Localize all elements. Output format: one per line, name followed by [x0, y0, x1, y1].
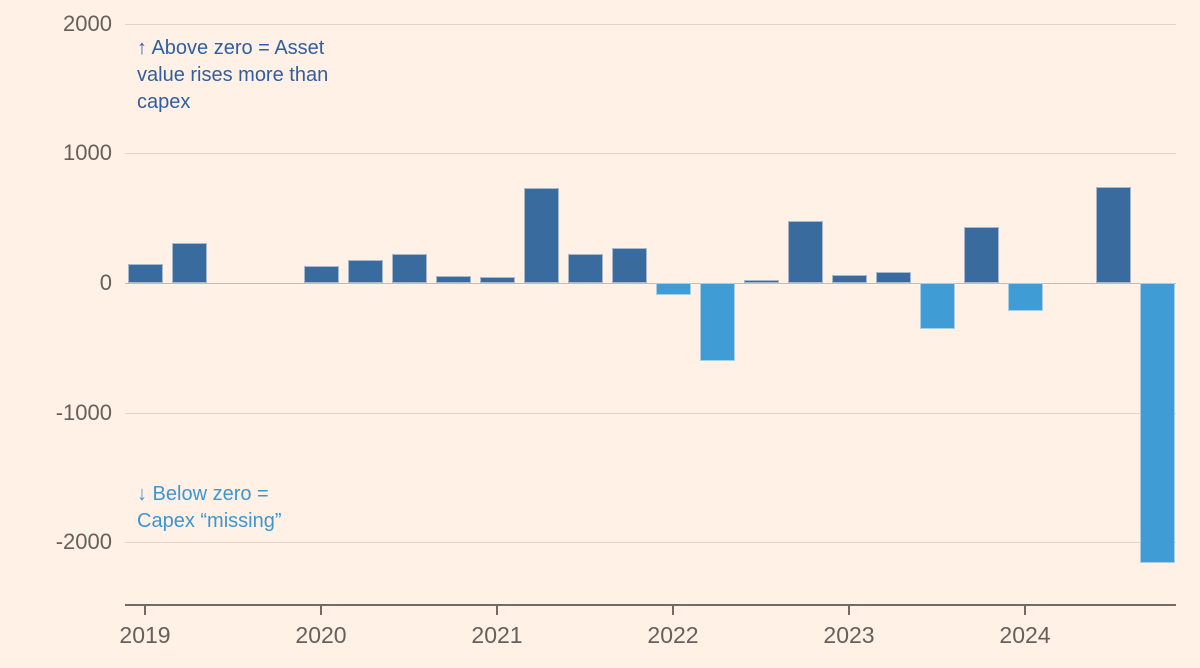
bar-2023-Q2	[876, 272, 911, 283]
x-tick-2021	[496, 606, 498, 615]
bar-2024-Q4	[1140, 283, 1175, 563]
y-tick-label--1000: -1000	[55, 400, 112, 425]
bar-2020-Q4	[436, 276, 471, 283]
bar-2020-Q2	[348, 260, 383, 283]
y-tick-label-0: 0	[99, 270, 112, 295]
x-tick-2019	[144, 606, 146, 615]
bar-2022-Q2	[700, 283, 735, 361]
x-tick-2024	[1024, 606, 1026, 615]
x-tick-label-2021: 2021	[471, 622, 523, 648]
bar-2023-Q4	[964, 227, 999, 283]
gridline-0	[125, 283, 1176, 284]
y-tick-label-1000: 1000	[63, 140, 112, 165]
gridline--2000	[125, 542, 1176, 543]
bar-2021-Q3	[568, 254, 603, 283]
x-tick-label-2020: 2020	[295, 622, 347, 648]
bar-2022-Q3	[744, 280, 779, 283]
bar-2022-Q4	[788, 221, 823, 283]
bar-2021-Q2	[524, 188, 559, 283]
bar-2023-Q1	[832, 275, 867, 283]
y-tick-label-2000: 2000	[63, 11, 112, 36]
gridline-1000	[125, 153, 1176, 154]
x-tick-label-2022: 2022	[647, 622, 699, 648]
bar-2019-Q2	[172, 243, 207, 283]
x-tick-2023	[848, 606, 850, 615]
bar-2022-Q1	[656, 283, 691, 295]
x-tick-2022	[672, 606, 674, 615]
gridline--1000	[125, 413, 1176, 414]
bar-2024-Q1	[1008, 283, 1043, 311]
bar-2021-Q1	[480, 277, 515, 283]
x-tick-label-2019: 2019	[119, 622, 171, 648]
x-axis-line	[125, 604, 1176, 606]
x-tick-label-2024: 2024	[999, 622, 1051, 648]
bar-2024-Q3	[1096, 187, 1131, 283]
bar-2021-Q4	[612, 248, 647, 283]
bar-2020-Q1	[304, 266, 339, 283]
bar-2020-Q3	[392, 254, 427, 283]
x-tick-2020	[320, 606, 322, 615]
gridline-2000	[125, 24, 1176, 25]
y-tick-label--2000: -2000	[55, 529, 112, 554]
annotation-below-zero: ↓ Below zero = Capex “missing”	[137, 483, 282, 532]
bar-2019-Q1	[128, 264, 163, 283]
annotation-above-zero: ↑ Above zero = Asset value rises more th…	[137, 37, 329, 113]
bar-2023-Q3	[920, 283, 955, 329]
x-tick-label-2023: 2023	[823, 622, 875, 648]
